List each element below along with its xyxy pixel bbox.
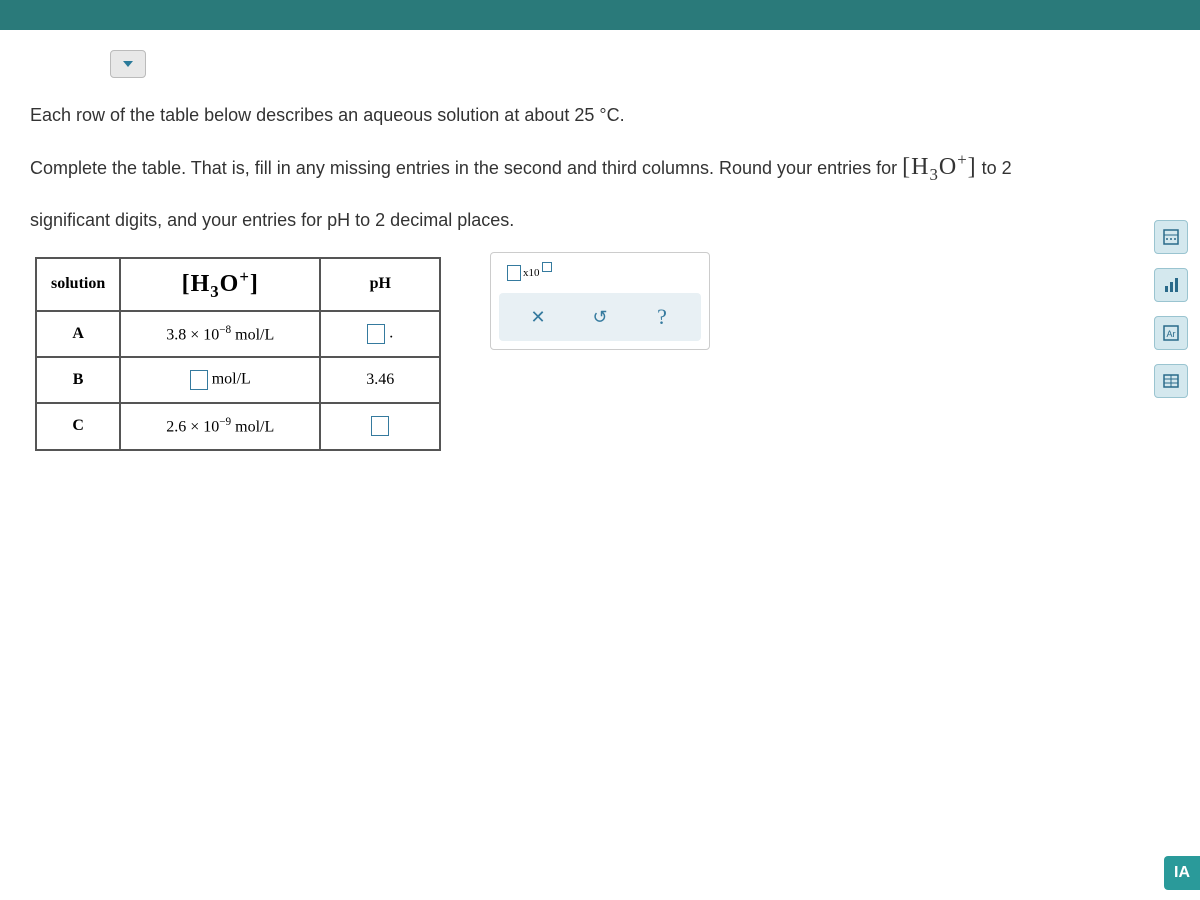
table-icon bbox=[1162, 372, 1180, 390]
chart-button[interactable] bbox=[1154, 268, 1188, 302]
row-b-label: B bbox=[36, 357, 120, 403]
section-dropdown[interactable] bbox=[110, 50, 146, 78]
chevron-down-icon bbox=[121, 57, 135, 71]
svg-text:Ar: Ar bbox=[1167, 329, 1176, 339]
header-solution: solution bbox=[36, 258, 120, 311]
data-table-button[interactable] bbox=[1154, 364, 1188, 398]
periodic-table-button[interactable]: Ar bbox=[1154, 316, 1188, 350]
row-b-ph-value: 3.46 bbox=[320, 357, 440, 403]
calculator-icon bbox=[1162, 228, 1180, 246]
line1-pre: Each row of the table below describes an… bbox=[30, 105, 574, 125]
help-icon: ? bbox=[657, 304, 667, 330]
row-c-label: C bbox=[36, 403, 120, 449]
row-b-concentration-input[interactable]: mol/L bbox=[120, 357, 320, 403]
input-box-icon bbox=[367, 324, 385, 344]
header-h3o: [H3O+] bbox=[120, 258, 320, 311]
row-a-concentration: 3.8 × 10−8 mol/L bbox=[120, 311, 320, 357]
row-a-label: A bbox=[36, 311, 120, 357]
problem-line-2: Complete the table. That is, fill in any… bbox=[30, 144, 1170, 191]
top-bar bbox=[0, 0, 1200, 30]
row-c-concentration: 2.6 × 10−9 mol/L bbox=[120, 403, 320, 449]
row-c-ph-input[interactable] bbox=[320, 403, 440, 449]
line2-pre: Complete the table. That is, fill in any… bbox=[30, 158, 902, 178]
solution-table: solution [H3O+] pH A 3.8 × 10−8 mol/L . … bbox=[35, 257, 441, 450]
table-row: A 3.8 × 10−8 mol/L . bbox=[36, 311, 440, 357]
table-row: B mol/L 3.46 bbox=[36, 357, 440, 403]
h3o-expression: [H3O+] bbox=[902, 154, 977, 180]
right-toolbar: Ar bbox=[1154, 220, 1188, 398]
undo-button[interactable]: ↺ bbox=[586, 303, 614, 331]
line3: significant digits, and your entries for… bbox=[30, 210, 514, 230]
input-box-icon bbox=[371, 416, 389, 436]
clear-button[interactable]: ✕ bbox=[524, 303, 552, 331]
problem-line-1: Each row of the table below describes an… bbox=[30, 98, 1170, 132]
calculator-button[interactable] bbox=[1154, 220, 1188, 254]
scientific-notation-button[interactable]: x10 bbox=[507, 265, 552, 281]
input-toolbox: x10 ✕ ↺ ? bbox=[490, 252, 710, 350]
close-icon: ✕ bbox=[530, 307, 545, 328]
corner-badge: IA bbox=[1164, 856, 1200, 890]
content-area: Each row of the table below describes an… bbox=[0, 30, 1200, 900]
row-a-ph-input[interactable]: . bbox=[320, 311, 440, 357]
help-button[interactable]: ? bbox=[648, 303, 676, 331]
periodic-table-icon: Ar bbox=[1162, 324, 1180, 342]
input-box-icon bbox=[507, 265, 521, 281]
x10-label: x10 bbox=[523, 267, 540, 279]
temperature-value: 25 °C. bbox=[574, 105, 624, 125]
table-row: C 2.6 × 10−9 mol/L bbox=[36, 403, 440, 449]
input-box-icon bbox=[190, 370, 208, 390]
input-box-icon bbox=[542, 262, 552, 272]
chart-icon bbox=[1162, 276, 1180, 294]
undo-icon: ↺ bbox=[592, 307, 607, 328]
line2-post: to 2 bbox=[977, 158, 1012, 178]
header-ph: pH bbox=[320, 258, 440, 311]
problem-line-3: significant digits, and your entries for… bbox=[30, 203, 1170, 237]
